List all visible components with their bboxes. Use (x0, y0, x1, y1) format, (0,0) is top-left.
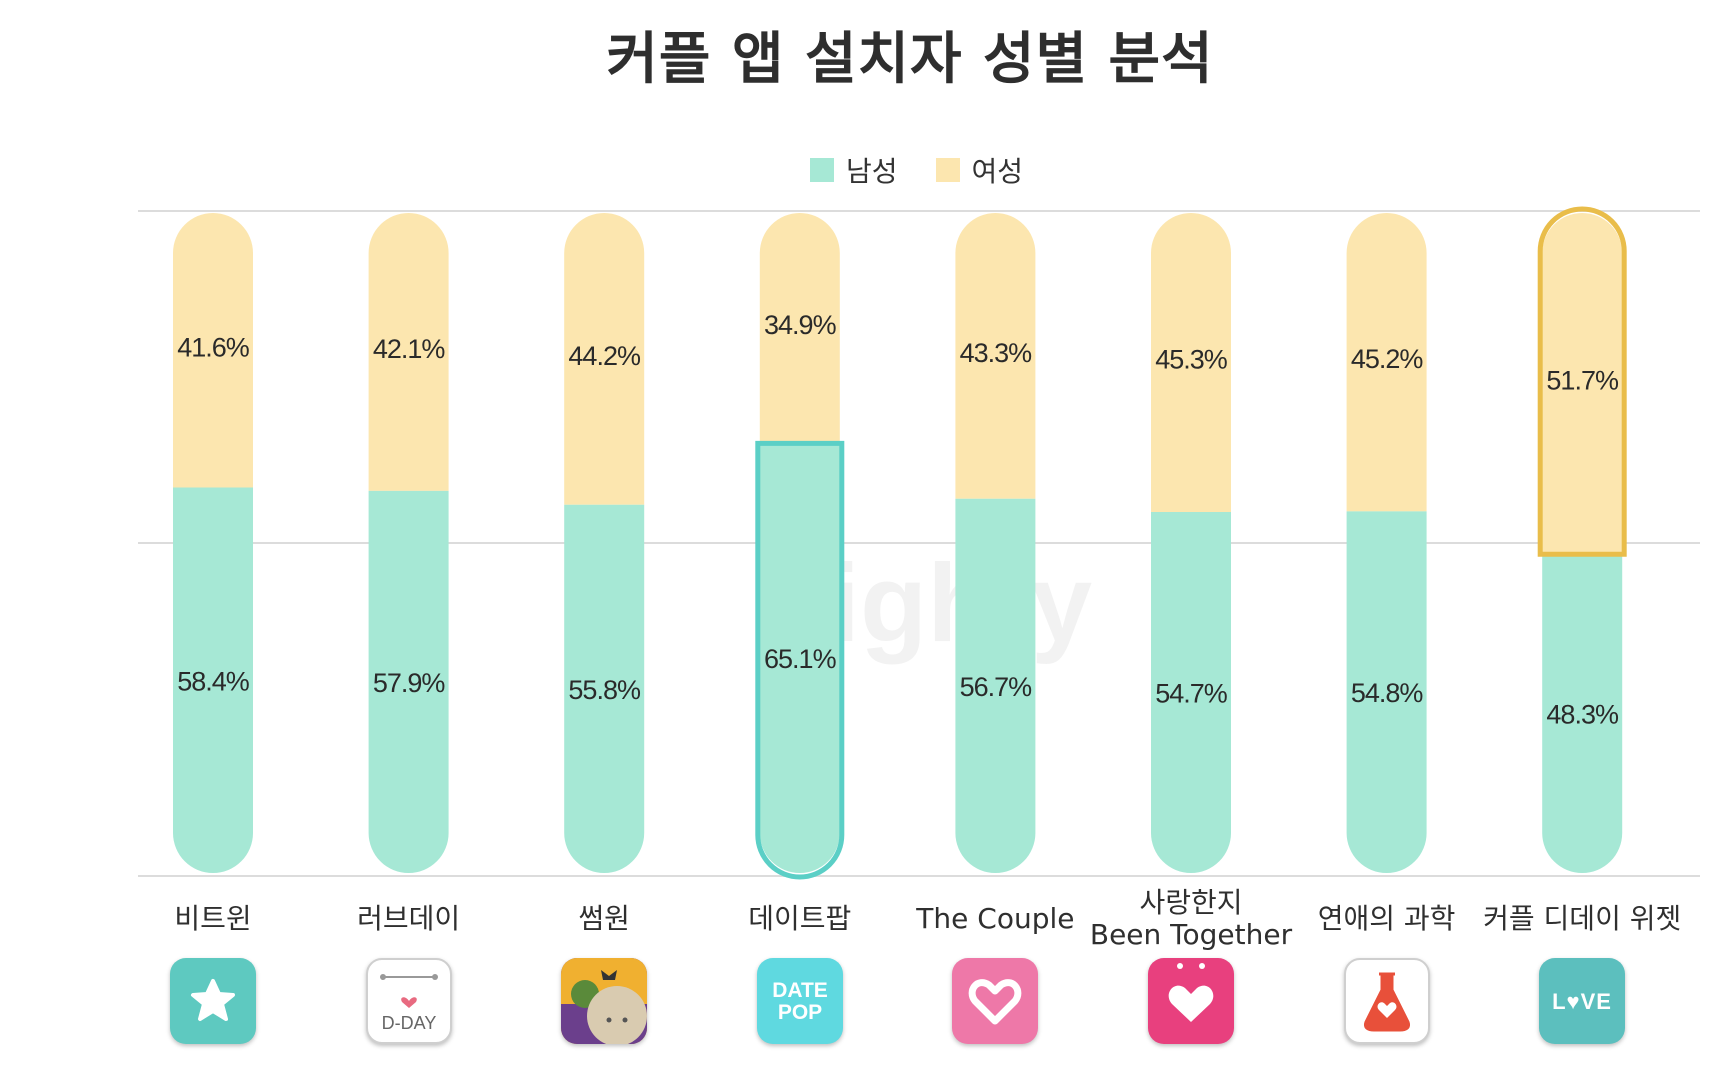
flask-heart-icon (1343, 958, 1430, 1044)
bar-female-0 (173, 213, 253, 488)
data-label-male-0: 58.4% (177, 666, 250, 696)
data-label-female-6: 45.2% (1351, 344, 1424, 374)
legend-swatch-male (810, 158, 834, 182)
data-label-female-4: 43.3% (960, 338, 1033, 368)
bar-male-3 (759, 443, 840, 873)
heart-icon (1148, 958, 1234, 1044)
category-label-1: 러브데이 (357, 902, 460, 935)
bar-female-3 (759, 213, 840, 444)
bar-female-6 (1346, 213, 1427, 512)
category-label-5-1: Been Together (1090, 918, 1293, 951)
highlight-outline-3 (755, 440, 845, 880)
bar-female-4 (955, 213, 1036, 499)
data-label-male-4: 56.7% (960, 672, 1033, 702)
bar-male-2 (564, 504, 645, 873)
highlight-outline-7 (1537, 206, 1627, 557)
data-label-male-2: 55.8% (568, 675, 641, 705)
star-icon (170, 958, 256, 1044)
svg-text:POP: POP (778, 1001, 822, 1024)
datepop-icon: DATE POP (756, 958, 843, 1044)
data-label-female-3: 34.9% (764, 310, 837, 340)
love-text-icon: L♥VE (1539, 958, 1626, 1044)
svg-text:DATE: DATE (772, 979, 828, 1002)
svg-text:D-DAY: D-DAY (381, 1013, 436, 1033)
category-label-6: 연애의 과학 (1318, 902, 1456, 935)
bar-female-1 (368, 213, 449, 491)
svg-text:L♥VE: L♥VE (1552, 989, 1612, 1014)
data-label-male-6: 54.8% (1351, 678, 1424, 708)
dday-calendar-icon: D-DAY (365, 958, 452, 1044)
data-label-female-0: 41.6% (177, 332, 250, 362)
app-icon-row: D-DAY DATE POP L♥VE (0, 958, 1726, 1048)
category-label-3: 데이트팝 (748, 902, 851, 935)
data-label-male-7: 48.3% (1546, 700, 1619, 730)
characters-icon (561, 958, 648, 1044)
category-label-5-0: 사랑한지 (1139, 886, 1242, 919)
data-label-female-5: 45.3% (1155, 344, 1228, 374)
chart-title: 커플 앱 설치자 성별 분석 (606, 27, 1214, 92)
bar-male-5 (1151, 511, 1231, 873)
bar-female-7 (1542, 213, 1623, 555)
legend-item-female: 여성 (935, 150, 1024, 190)
legend: 남성 여성 (810, 150, 1023, 190)
data-label-female-2: 44.2% (568, 341, 641, 371)
category-label-2: 썸원 (578, 902, 630, 935)
bar-male-4 (955, 498, 1036, 873)
legend-label-female: 여성 (971, 155, 1024, 188)
data-label-male-5: 54.7% (1155, 678, 1228, 708)
bar-male-6 (1346, 511, 1427, 873)
bar-female-5 (1151, 213, 1231, 512)
legend-label-male: 남성 (846, 155, 898, 188)
data-label-female-7: 51.7% (1546, 366, 1619, 396)
bar-male-0 (173, 487, 253, 873)
bar-male-7 (1542, 554, 1623, 873)
data-label-female-1: 42.1% (373, 334, 446, 364)
legend-swatch-female (935, 158, 960, 182)
heart-outline-icon (952, 958, 1039, 1044)
data-label-male-1: 57.9% (373, 668, 446, 698)
legend-item-male: 남성 (810, 150, 898, 190)
data-label-male-3: 65.1% (764, 644, 837, 674)
category-label-4: The Couple (915, 902, 1074, 935)
category-label-7: 커플 디데이 위젯 (1483, 902, 1681, 935)
bar-male-1 (368, 490, 449, 873)
category-label-0: 비트윈 (174, 902, 251, 935)
bar-female-2 (564, 213, 645, 505)
